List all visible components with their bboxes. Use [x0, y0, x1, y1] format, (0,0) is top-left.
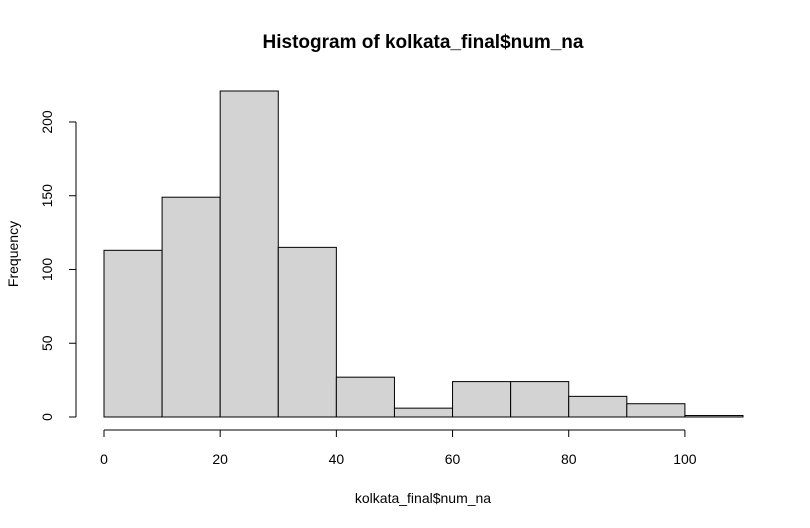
histogram-bar-8	[568, 395, 628, 418]
histogram-bar-5	[393, 407, 454, 418]
bars-group	[103, 90, 744, 418]
histogram-bar-6	[452, 381, 512, 418]
x-tick-label-60: 60	[445, 451, 461, 467]
x-tick-label-100: 100	[673, 451, 697, 467]
y-axis: 0 50 100 150 200	[39, 110, 77, 421]
chart-title: Histogram of kolkata_final$num_na	[263, 32, 584, 53]
y-tick-label-100: 100	[39, 258, 55, 282]
x-axis-label: kolkata_final$num_na	[355, 490, 491, 506]
histogram-bar-9	[626, 403, 686, 418]
histogram-bar-1	[161, 196, 221, 418]
histogram-bar-4	[335, 376, 395, 418]
histogram-bar-7	[510, 381, 570, 418]
y-axis-label: Frequency	[5, 221, 21, 287]
histogram-bar-3	[277, 246, 337, 418]
x-tick-label-20: 20	[212, 451, 228, 467]
x-tick-label-80: 80	[561, 451, 577, 467]
y-tick-label-150: 150	[39, 184, 55, 208]
y-tick-label-0: 0	[39, 413, 55, 421]
x-axis: 0 20 40 60 80 100	[100, 429, 697, 467]
histogram-bar-0	[103, 249, 163, 418]
y-tick-label-200: 200	[39, 110, 55, 134]
x-tick-label-0: 0	[100, 451, 108, 467]
histogram-bar-2	[219, 90, 279, 418]
histogram-bar-10	[684, 415, 744, 418]
y-tick-label-50: 50	[39, 335, 55, 351]
x-tick-label-40: 40	[329, 451, 345, 467]
